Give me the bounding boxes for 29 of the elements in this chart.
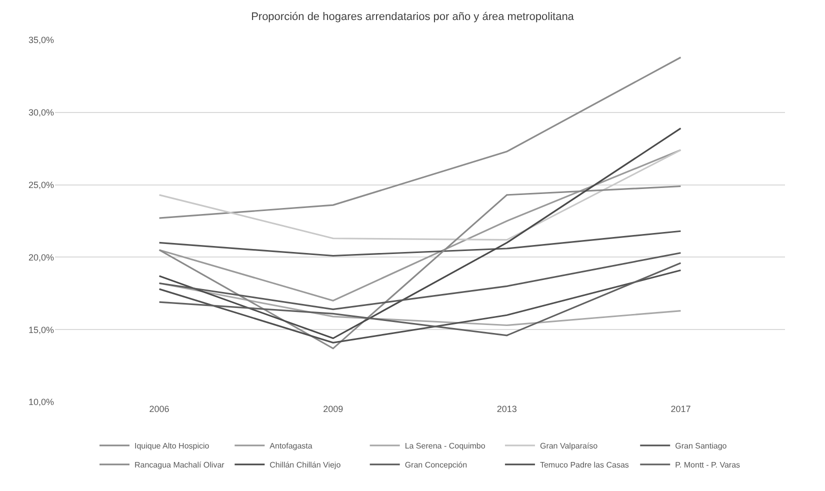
chart-title: Proporción de hogares arrendatarios por año y área metropolitana bbox=[251, 10, 575, 23]
y-tick-label: 20,0% bbox=[28, 252, 54, 262]
legend-label: La Serena - Coquimbo bbox=[404, 442, 486, 451]
legend-label: Gran Concepción bbox=[404, 460, 468, 470]
y-tick-label: 10,0% bbox=[28, 397, 54, 408]
x-tick-label: 2017 bbox=[670, 404, 691, 414]
legend-label: Gran Valparaíso bbox=[540, 442, 598, 451]
legend-label: P. Montt - P. Varas bbox=[675, 460, 740, 470]
legend-label: Temuco Padre las Casas bbox=[540, 460, 629, 470]
y-tick-label: 30,0% bbox=[28, 108, 54, 118]
line-series bbox=[158, 269, 682, 344]
line-series bbox=[158, 262, 682, 336]
legend-label: Iquique Alto Hospicio bbox=[134, 442, 210, 451]
y-tick-label: 25,0% bbox=[28, 180, 54, 190]
line-series bbox=[158, 282, 682, 326]
line-series bbox=[158, 128, 682, 340]
y-tick-label: 15,0% bbox=[28, 324, 54, 335]
legend-label: Antofagasta bbox=[270, 442, 313, 451]
x-tick-label: 2009 bbox=[323, 404, 344, 414]
line-series bbox=[158, 149, 682, 241]
legend-label: Rancagua Machalí Olivar bbox=[134, 460, 225, 470]
line-series bbox=[158, 252, 682, 310]
x-tick-label: 2006 bbox=[149, 404, 170, 414]
legend-label: Gran Santiago bbox=[675, 442, 728, 451]
x-tick-label: 2013 bbox=[496, 404, 517, 414]
line-series bbox=[158, 185, 682, 350]
y-tick-label: 35,0% bbox=[28, 35, 54, 46]
legend-label: Chillán Chillán Viejo bbox=[270, 460, 342, 470]
line-series bbox=[158, 56, 682, 219]
